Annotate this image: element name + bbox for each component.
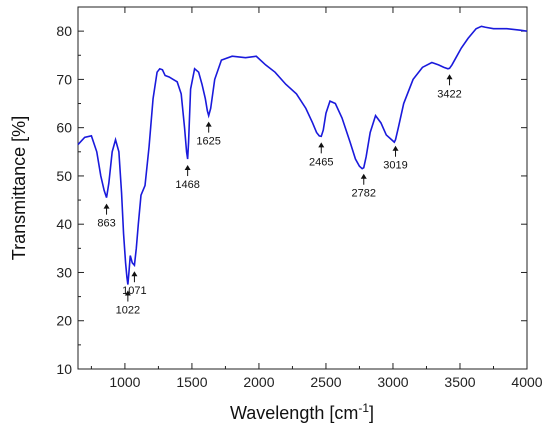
peak-label: 1071 (122, 285, 146, 297)
x-tick-label: 1500 (176, 374, 207, 390)
peak-arrow-head (124, 290, 131, 296)
peak-arrow-head (131, 271, 138, 277)
transmittance-series-line (77, 25, 528, 285)
x-tick-label: 3000 (377, 374, 408, 390)
peak-arrow-head (184, 165, 191, 171)
peak-label: 2782 (352, 188, 376, 200)
peak-label: 1625 (196, 136, 220, 148)
x-axis-ticks: 1000 1500 2000 2500 3000 3500 4000 (90, 7, 543, 390)
y-axis-title: Transmittance [%] (9, 116, 29, 260)
plot-frame (77, 6, 528, 370)
x-tick-label: 2000 (243, 374, 274, 390)
x-tick-label: 4000 (511, 374, 542, 390)
peak-label: 2465 (309, 156, 333, 168)
y-axis-ticks: 10 20 30 40 50 60 70 80 (56, 23, 527, 377)
y-tick-label: 70 (56, 71, 72, 87)
y-tick-label: 30 (56, 264, 72, 280)
y-tick-label: 80 (56, 23, 72, 39)
peak-label: 1022 (116, 305, 140, 317)
y-tick-label: 50 (56, 168, 72, 184)
peak-label: 1468 (175, 179, 199, 191)
y-tick-label: 60 (56, 120, 72, 136)
peak-label: 863 (97, 218, 115, 230)
peak-arrow-head (318, 142, 325, 148)
peak-annotations: 863 1022 1071 1468 1625 2465 2782 3019 3422 (97, 74, 462, 317)
y-tick-label: 20 (56, 313, 72, 329)
peak-arrow-head (205, 121, 212, 127)
peak-arrow-head (392, 145, 399, 151)
peak-arrow-head (360, 173, 367, 179)
y-tick-label: 40 (56, 216, 72, 232)
peak-arrow-head (446, 74, 453, 80)
peak-label: 3019 (383, 160, 407, 172)
peak-label: 3422 (437, 88, 461, 100)
y-tick-label: 10 (56, 361, 72, 377)
peak-arrow-head (103, 203, 110, 209)
x-tick-label: 2500 (310, 374, 341, 390)
x-tick-label: 1000 (109, 374, 140, 390)
x-tick-label: 3500 (444, 374, 475, 390)
x-axis-title: Wavelength [cm-1] (230, 401, 374, 423)
